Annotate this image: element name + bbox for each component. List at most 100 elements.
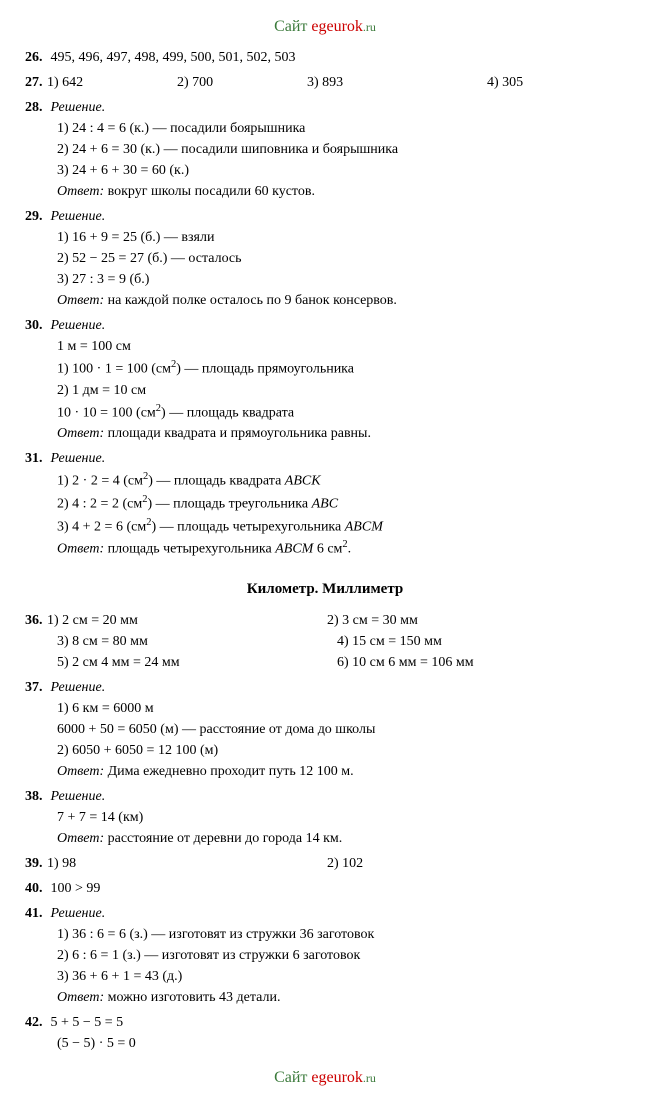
problem-29: 29. Решение. 1) 16 + 9 = 25 (б.) — взяли… — [25, 206, 625, 311]
answer-label: Ответ: — [57, 426, 104, 441]
item-1: 1) 2 см = 20 мм — [47, 610, 327, 631]
site-suffix: .ru — [363, 20, 376, 34]
answer-2: 2) 700 — [177, 72, 307, 93]
item-4: 4) 15 см = 150 мм — [337, 631, 442, 652]
step-3: 3) 27 : 3 = 9 (б.) — [25, 269, 625, 290]
answer-text: площади квадрата и прямоугольника равны. — [104, 426, 371, 441]
answer-2: 2) 102 — [327, 853, 363, 874]
site-name: egeurok — [311, 1069, 363, 1086]
problem-text: 495, 496, 497, 498, 499, 500, 501, 502, … — [51, 50, 296, 65]
step-1: 1) 2 · 2 = 4 (см2) — площадь квадрата AB… — [25, 469, 625, 492]
site-name: egeurok — [311, 18, 363, 35]
step-1: 5 + 5 − 5 = 5 — [51, 1015, 124, 1030]
problem-number: 29. — [25, 206, 47, 227]
step-2: 2) 4 : 2 = 2 (см2) — площадь треугольник… — [25, 492, 625, 515]
solution-label: Решение. — [51, 906, 106, 921]
problem-42: 42. 5 + 5 − 5 = 5 (5 − 5) · 5 = 0 — [25, 1012, 625, 1054]
item-3: 3) 8 см = 80 мм — [57, 631, 337, 652]
problem-31: 31. Решение. 1) 2 · 2 = 4 (см2) — площад… — [25, 448, 625, 560]
step-1: 1) 36 : 6 = 6 (з.) — изготовят из стружк… — [25, 924, 625, 945]
problem-text: 100 > 99 — [51, 881, 101, 896]
step-2: (5 − 5) · 5 = 0 — [25, 1033, 625, 1054]
item-2: 2) 3 см = 30 мм — [327, 610, 418, 631]
step-2: 2) 52 − 25 = 27 (б.) — осталось — [25, 248, 625, 269]
site-footer: Сайт egeurok.ru — [25, 1066, 625, 1090]
section-title: Километр. Миллиметр — [25, 578, 625, 601]
problem-number: 36. — [25, 610, 47, 631]
answer-3: 3) 893 — [307, 72, 487, 93]
problem-number: 41. — [25, 903, 47, 924]
answer-label: Ответ: — [57, 293, 104, 308]
problem-number: 38. — [25, 786, 47, 807]
answer-line: Ответ: расстояние от деревни до города 1… — [25, 828, 625, 849]
step-2: 2) 1 дм = 10 см — [25, 380, 625, 401]
problem-26: 26. 495, 496, 497, 498, 499, 500, 501, 5… — [25, 47, 625, 68]
step-3: 3) 36 + 6 + 1 = 43 (д.) — [25, 966, 625, 987]
answer-line: Ответ: вокруг школы посадили 60 кустов. — [25, 181, 625, 202]
answer-line: Ответ: на каждой полке осталось по 9 бан… — [25, 290, 625, 311]
problem-number: 39. — [25, 853, 47, 874]
answer-4: 4) 305 — [487, 72, 523, 93]
step-1: 1) 16 + 9 = 25 (б.) — взяли — [25, 227, 625, 248]
site-label: Сайт — [274, 1069, 311, 1086]
answer-line: Ответ: площадь четырехугольника ABCM 6 с… — [25, 537, 625, 560]
solution-label: Решение. — [51, 789, 106, 804]
problem-number: 26. — [25, 47, 47, 68]
answer-label: Ответ: — [57, 764, 104, 779]
answer-label: Ответ: — [57, 542, 104, 557]
step-3: 10 · 10 = 100 (см2) — площадь квадрата — [25, 401, 625, 424]
site-label: Сайт — [274, 18, 311, 35]
answer-text: можно изготовить 43 детали. — [104, 990, 280, 1005]
problem-number: 40. — [25, 878, 47, 899]
answer-text: на каждой полке осталось по 9 банок конс… — [104, 293, 397, 308]
step-3: 3) 24 + 6 + 30 = 60 (к.) — [25, 160, 625, 181]
answer-label: Ответ: — [57, 184, 104, 199]
row-1: 36. 1) 2 см = 20 мм 2) 3 см = 30 мм — [25, 610, 625, 631]
problem-number: 27. — [25, 72, 47, 93]
solution-label: Решение. — [51, 318, 106, 333]
solution-label: Решение. — [51, 209, 106, 224]
step-0: 1 м = 100 см — [25, 336, 625, 357]
problem-40: 40. 100 > 99 — [25, 878, 625, 899]
problem-number: 31. — [25, 448, 47, 469]
solution-label: Решение. — [51, 451, 106, 466]
step-3: 2) 6050 + 6050 = 12 100 (м) — [25, 740, 625, 761]
answer-line: Ответ: можно изготовить 43 детали. — [25, 987, 625, 1008]
step-1: 7 + 7 = 14 (км) — [25, 807, 625, 828]
problem-36: 36. 1) 2 см = 20 мм 2) 3 см = 30 мм 3) 8… — [25, 610, 625, 673]
solution-label: Решение. — [51, 100, 106, 115]
step-1: 1) 100 · 1 = 100 (см2) — площадь прямоуг… — [25, 357, 625, 380]
problem-28: 28. Решение. 1) 24 : 4 = 6 (к.) — посади… — [25, 97, 625, 202]
answer-label: Ответ: — [57, 990, 104, 1005]
step-2: 2) 6 : 6 = 1 (з.) — изготовят из стружки… — [25, 945, 625, 966]
answer-line: Ответ: Дима ежедневно проходит путь 12 1… — [25, 761, 625, 782]
problem-number: 28. — [25, 97, 47, 118]
answer-label: Ответ: — [57, 831, 104, 846]
item-5: 5) 2 см 4 мм = 24 мм — [57, 652, 337, 673]
step-2: 2) 24 + 6 = 30 (к.) — посадили шиповника… — [25, 139, 625, 160]
site-header: Сайт egeurok.ru — [25, 15, 625, 39]
answer-line: Ответ: площади квадрата и прямоугольника… — [25, 423, 625, 444]
answer-text: расстояние от деревни до города 14 км. — [104, 831, 342, 846]
problem-27: 27. 1) 642 2) 700 3) 893 4) 305 — [25, 72, 625, 93]
answer-1: 1) 642 — [47, 72, 177, 93]
item-6: 6) 10 см 6 мм = 106 мм — [337, 652, 474, 673]
site-suffix: .ru — [363, 1071, 376, 1085]
problem-number: 37. — [25, 677, 47, 698]
problem-30: 30. Решение. 1 м = 100 см 1) 100 · 1 = 1… — [25, 315, 625, 444]
problem-number: 42. — [25, 1012, 47, 1033]
step-1: 1) 6 км = 6000 м — [25, 698, 625, 719]
step-1: 1) 24 : 4 = 6 (к.) — посадили боярышника — [25, 118, 625, 139]
solution-label: Решение. — [51, 680, 106, 695]
answer-1: 1) 98 — [47, 853, 327, 874]
step-2: 6000 + 50 = 6050 (м) — расстояние от дом… — [25, 719, 625, 740]
problem-41: 41. Решение. 1) 36 : 6 = 6 (з.) — изгото… — [25, 903, 625, 1008]
problem-number: 30. — [25, 315, 47, 336]
problem-39: 39. 1) 98 2) 102 — [25, 853, 625, 874]
step-3: 3) 4 + 2 = 6 (см2) — площадь четырехугол… — [25, 515, 625, 538]
problem-38: 38. Решение. 7 + 7 = 14 (км) Ответ: расс… — [25, 786, 625, 849]
answer-text: Дима ежедневно проходит путь 12 100 м. — [104, 764, 353, 779]
problem-37: 37. Решение. 1) 6 км = 6000 м 6000 + 50 … — [25, 677, 625, 782]
answer-text: вокруг школы посадили 60 кустов. — [104, 184, 315, 199]
row-2: 3) 8 см = 80 мм 4) 15 см = 150 мм — [25, 631, 625, 652]
